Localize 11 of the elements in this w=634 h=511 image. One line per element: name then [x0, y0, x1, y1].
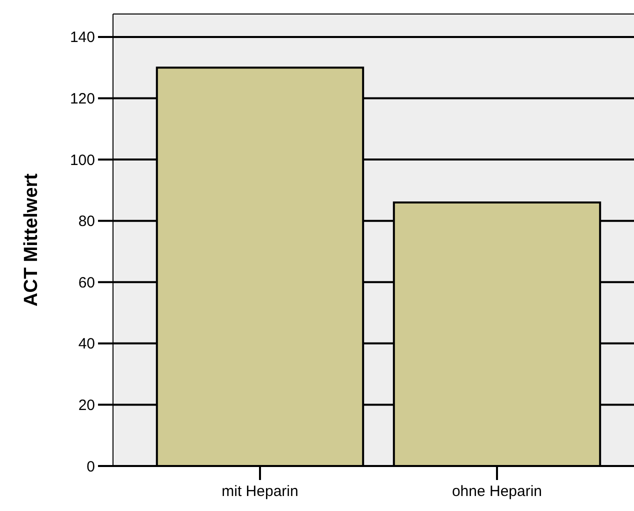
y-tick-label: 140 — [70, 29, 95, 46]
x-tick-label: ohne Heparin — [452, 483, 542, 500]
y-axis-title: ACT Mittelwert — [21, 172, 42, 306]
y-tick-label: 120 — [70, 90, 95, 108]
y-tick-label: 0 — [86, 458, 95, 476]
y-tick-label: 60 — [78, 274, 95, 292]
y-tick-label: 80 — [78, 213, 95, 230]
y-tick-label: 100 — [70, 152, 95, 169]
x-tick-label: mit Heparin — [222, 483, 298, 500]
y-tick-label: 20 — [78, 396, 95, 414]
y-tick-label: 40 — [78, 336, 95, 353]
